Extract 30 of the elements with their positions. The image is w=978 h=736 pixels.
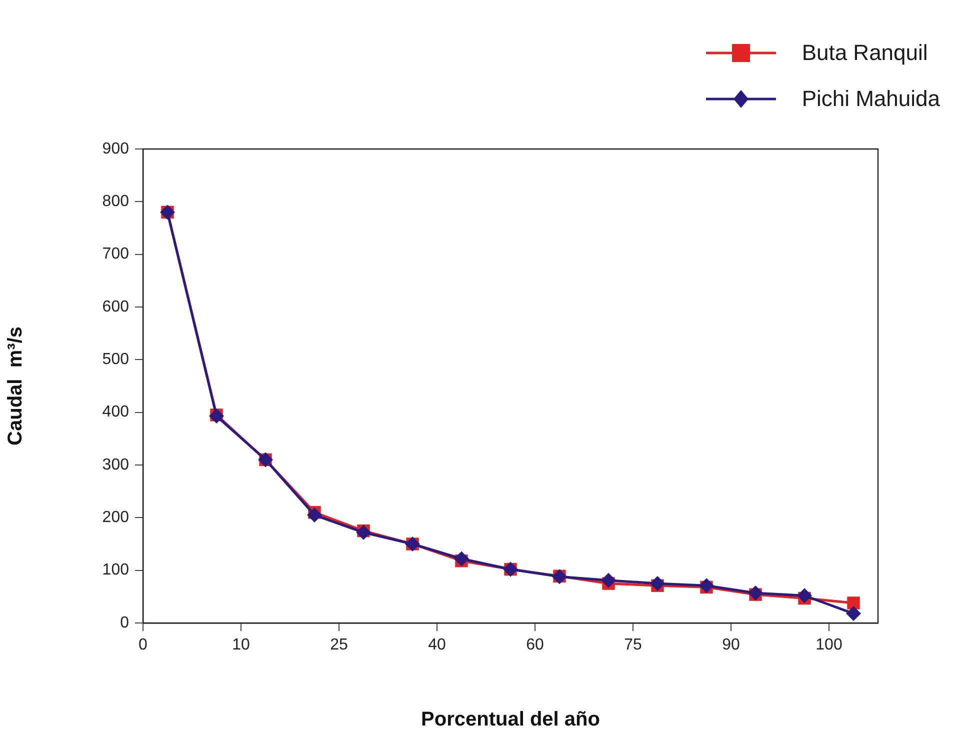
x-axis-title: Porcentual del año (421, 708, 600, 731)
text: 0 (138, 636, 148, 654)
point (847, 596, 860, 610)
point (846, 606, 861, 622)
text: 60 (526, 636, 544, 654)
point (454, 551, 469, 566)
y-tick-label: 700 (102, 246, 130, 263)
y-tick-label: 600 (102, 298, 130, 316)
y-tick-label: 800 (102, 193, 130, 210)
text: 90 (722, 636, 740, 654)
text: 40 (428, 636, 446, 654)
y-tick-label: 300 (102, 456, 130, 474)
point (307, 508, 322, 523)
y-tick-label: 200 (102, 509, 130, 526)
point (601, 572, 616, 588)
point (748, 585, 763, 600)
text: 75 (624, 636, 642, 654)
y-tick-label: 400 (102, 404, 130, 421)
y-tick-label: 0 (120, 614, 130, 632)
text: 10 (232, 636, 250, 654)
y-tick-label: 100 (102, 562, 130, 579)
y-tick-label: 900 (102, 140, 130, 158)
y-axis-title: Caudal m³/s (4, 326, 27, 446)
legend-label: Buta Ranquil (802, 40, 928, 66)
y-tick-label: 500 (102, 351, 130, 368)
legend-label: Pichi Mahuida (802, 86, 940, 112)
point (650, 576, 665, 591)
point (797, 588, 812, 604)
text: 25 (330, 636, 348, 654)
text: 100 (816, 636, 842, 654)
